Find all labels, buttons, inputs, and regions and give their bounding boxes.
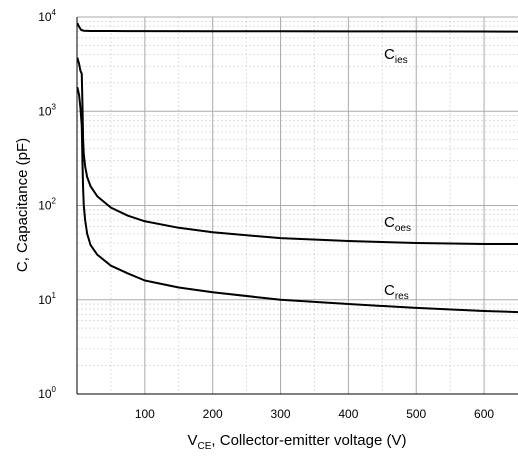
- cres-curve: [76, 86, 518, 314]
- y-tick-label: 100: [38, 385, 56, 401]
- y-axis-title: C, Capacitance (pF): [14, 138, 31, 272]
- coes-curve: [76, 57, 518, 246]
- y-tick-label: 104: [38, 8, 56, 24]
- y-tick-label: 102: [38, 197, 56, 213]
- y-tick-labels: 100 101 102 103 104: [38, 8, 56, 401]
- y-tick-label: 103: [38, 102, 56, 118]
- cres-label: Cres: [384, 282, 409, 302]
- x-tick-label: 200: [203, 407, 223, 421]
- coes-label: Coes: [384, 214, 411, 234]
- x-tick-label: 100: [135, 407, 155, 421]
- cies-curve: [76, 22, 518, 33]
- x-tick-label: 500: [406, 407, 426, 421]
- x-tick-label: 400: [338, 407, 358, 421]
- y-tick-label: 101: [38, 291, 56, 307]
- x-axis-title: VCE, Collector-emitter voltage (V): [188, 432, 407, 452]
- x-tick-label: 600: [474, 407, 494, 421]
- cies-label: Cies: [384, 46, 408, 66]
- curves: [76, 22, 518, 314]
- x-tick-labels: 100 200 300 400 500 600: [135, 407, 495, 421]
- x-tick-label: 300: [271, 407, 291, 421]
